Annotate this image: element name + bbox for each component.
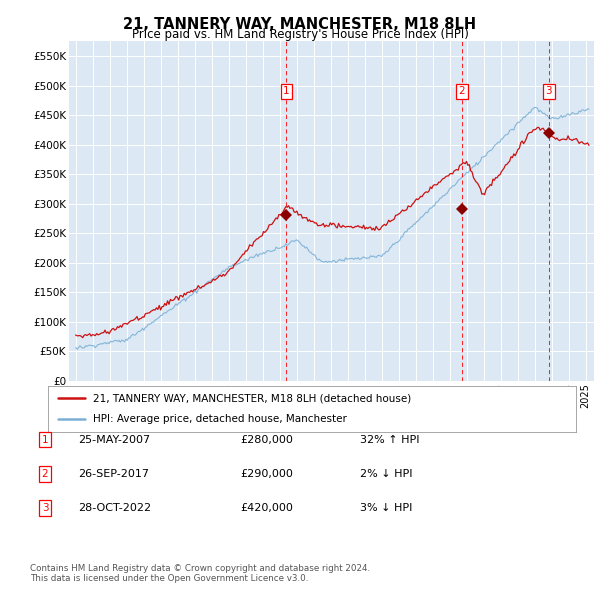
Text: 1: 1	[283, 87, 290, 96]
Text: 26-SEP-2017: 26-SEP-2017	[78, 469, 149, 478]
Text: 3: 3	[545, 87, 552, 96]
Text: 21, TANNERY WAY, MANCHESTER, M18 8LH (detached house): 21, TANNERY WAY, MANCHESTER, M18 8LH (de…	[93, 394, 411, 404]
Text: 25-MAY-2007: 25-MAY-2007	[78, 435, 150, 444]
Text: £420,000: £420,000	[240, 503, 293, 513]
Text: HPI: Average price, detached house, Manchester: HPI: Average price, detached house, Manc…	[93, 414, 347, 424]
Text: Price paid vs. HM Land Registry's House Price Index (HPI): Price paid vs. HM Land Registry's House …	[131, 28, 469, 41]
Text: Contains HM Land Registry data © Crown copyright and database right 2024.
This d: Contains HM Land Registry data © Crown c…	[30, 563, 370, 583]
Text: 3: 3	[41, 503, 49, 513]
Text: 21, TANNERY WAY, MANCHESTER, M18 8LH: 21, TANNERY WAY, MANCHESTER, M18 8LH	[124, 17, 476, 31]
Text: 28-OCT-2022: 28-OCT-2022	[78, 503, 151, 513]
Text: 2: 2	[458, 87, 465, 96]
Text: 1: 1	[41, 435, 49, 444]
Text: 3% ↓ HPI: 3% ↓ HPI	[360, 503, 412, 513]
Text: £290,000: £290,000	[240, 469, 293, 478]
Text: £280,000: £280,000	[240, 435, 293, 444]
Text: 2% ↓ HPI: 2% ↓ HPI	[360, 469, 413, 478]
Text: 32% ↑ HPI: 32% ↑ HPI	[360, 435, 419, 444]
Text: 2: 2	[41, 469, 49, 478]
